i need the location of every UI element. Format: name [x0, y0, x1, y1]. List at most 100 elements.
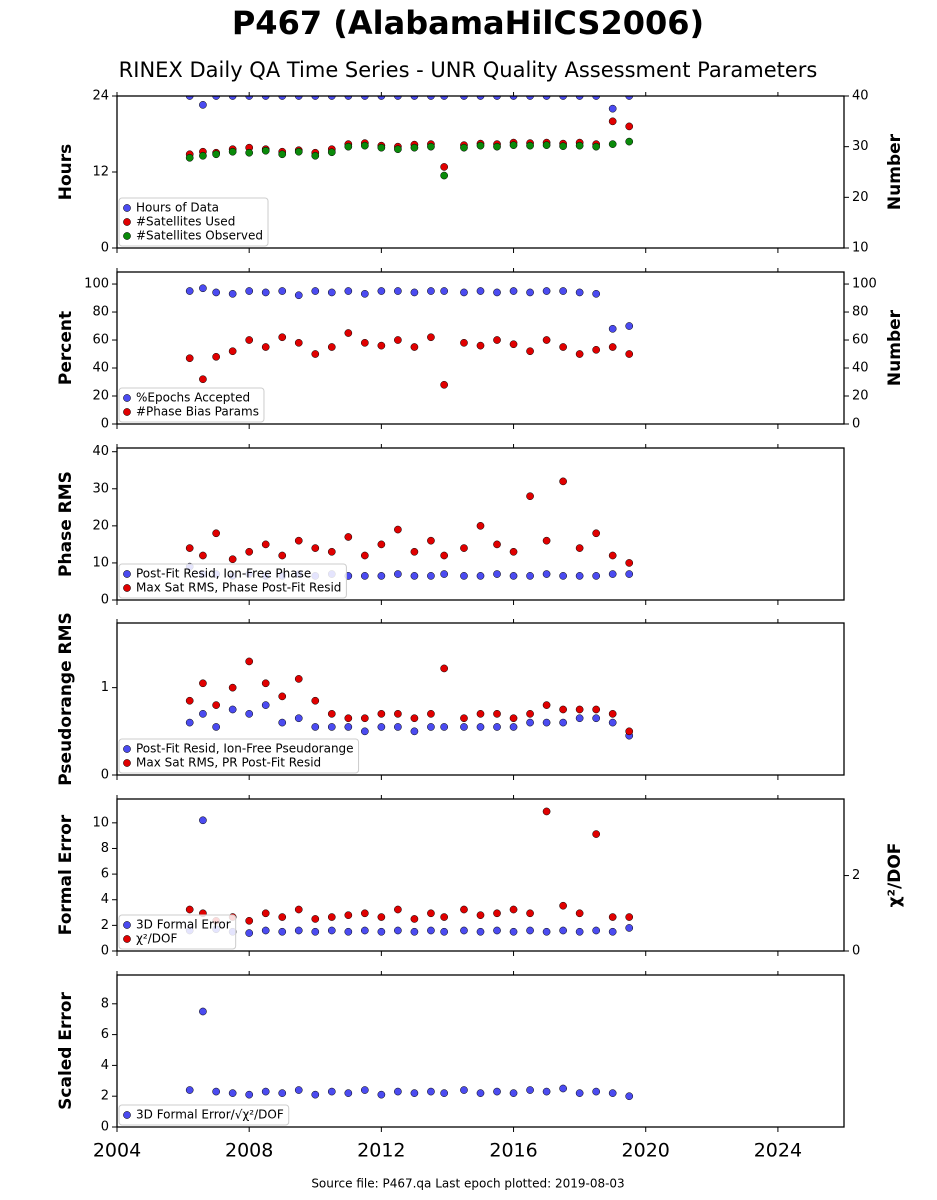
data-point: [199, 816, 207, 825]
data-point: [311, 723, 320, 731]
legend-marker: [123, 232, 131, 240]
axes-frame: [116, 447, 845, 601]
data-point: [476, 341, 485, 350]
axes-frame: [116, 798, 845, 952]
data-point: [327, 288, 336, 297]
data-point: [476, 1089, 485, 1097]
data-point: [460, 1086, 468, 1094]
legend-box: [118, 914, 237, 950]
data-point: [575, 927, 584, 936]
data-point: [410, 927, 419, 936]
data-point: [278, 287, 287, 295]
data-point: [199, 375, 207, 384]
data-point: [311, 151, 320, 160]
data-point: [427, 926, 435, 935]
axes-frame: [116, 271, 845, 425]
y-tick-label: 24: [92, 89, 109, 104]
data-point: [559, 477, 567, 486]
legend-marker: [123, 935, 131, 943]
data-point: [294, 291, 303, 300]
legend-label: Post-Fit Resid, Ion-Free Phase: [136, 567, 311, 581]
data-point: [542, 141, 551, 149]
data-point: [559, 572, 567, 580]
data-point: [278, 551, 287, 560]
y-tick-label: 0: [101, 768, 109, 783]
data-point: [526, 141, 534, 150]
points: [185, 284, 634, 389]
legend-label: 3D Formal Error: [136, 918, 231, 932]
data-point: [493, 142, 501, 151]
data-point: [228, 289, 237, 298]
y-tick-label: 0: [101, 417, 109, 432]
y-tick-label: 30: [92, 481, 109, 496]
data-point: [245, 336, 254, 344]
data-point: [394, 905, 402, 914]
data-point: [625, 137, 634, 146]
data-point: [377, 341, 386, 350]
data-point: [377, 913, 386, 921]
data-point: [311, 1090, 320, 1099]
y-tick-label: 4: [101, 1058, 109, 1073]
plot-area: [185, 657, 634, 740]
data-point: [344, 714, 353, 723]
data-point: [440, 927, 448, 936]
data-point: [377, 540, 386, 549]
data-point: [427, 572, 435, 580]
subtitle: RINEX Daily QA Time Series - UNR Quality…: [119, 58, 818, 82]
source-note: Source file: P467.qa Last epoch plotted:…: [311, 1177, 624, 1191]
legend-label: Hours of Data: [136, 201, 219, 215]
data-point: [410, 143, 419, 152]
y-tick-label: 8: [101, 841, 109, 856]
data-point: [360, 727, 369, 736]
data-point: [185, 153, 194, 162]
legend-label: #Satellites Observed: [136, 229, 263, 243]
data-point: [394, 926, 402, 935]
data-point: [440, 913, 448, 921]
data-point: [608, 343, 617, 351]
data-point: [344, 723, 353, 731]
data-point: [261, 288, 270, 297]
legend-label: Max Sat RMS, Phase Post-Fit Resid: [136, 581, 341, 595]
data-point: [460, 905, 468, 914]
data-point: [509, 141, 518, 149]
data-point: [394, 336, 402, 344]
y-tick-label: 2: [101, 918, 109, 933]
data-point: [360, 551, 369, 560]
data-point: [427, 142, 435, 151]
data-point: [592, 289, 601, 298]
data-point: [526, 347, 534, 356]
data-point: [278, 692, 287, 701]
data-point: [185, 1086, 194, 1094]
data-point: [460, 544, 468, 552]
data-point: [245, 710, 254, 718]
data-point: [294, 147, 303, 156]
y-tick-label: 10: [92, 555, 109, 570]
data-point: [476, 522, 485, 530]
data-point: [311, 350, 320, 358]
legend-marker: [123, 570, 131, 578]
y-tick-label: 2: [101, 1089, 109, 1104]
data-point: [212, 701, 220, 709]
data-point: [460, 288, 468, 297]
data-point: [493, 710, 501, 718]
data-point: [509, 340, 518, 349]
data-point: [440, 570, 448, 578]
data-point: [542, 570, 551, 578]
data-point: [493, 926, 501, 935]
legend-marker: [123, 584, 131, 592]
data-point: [509, 723, 518, 731]
data-point: [542, 701, 551, 709]
legend-marker: [123, 218, 131, 226]
y-axis-label: Phase RMS: [56, 471, 76, 577]
data-point: [344, 1089, 353, 1097]
legend-label: #Satellites Used: [136, 215, 235, 229]
data-point: [245, 916, 254, 925]
data-point: [311, 696, 320, 705]
data-point: [327, 148, 336, 157]
plot-area: [185, 96, 634, 180]
data-point: [261, 909, 270, 918]
data-point: [625, 913, 634, 921]
data-point: [228, 705, 237, 714]
data-point: [278, 913, 287, 921]
